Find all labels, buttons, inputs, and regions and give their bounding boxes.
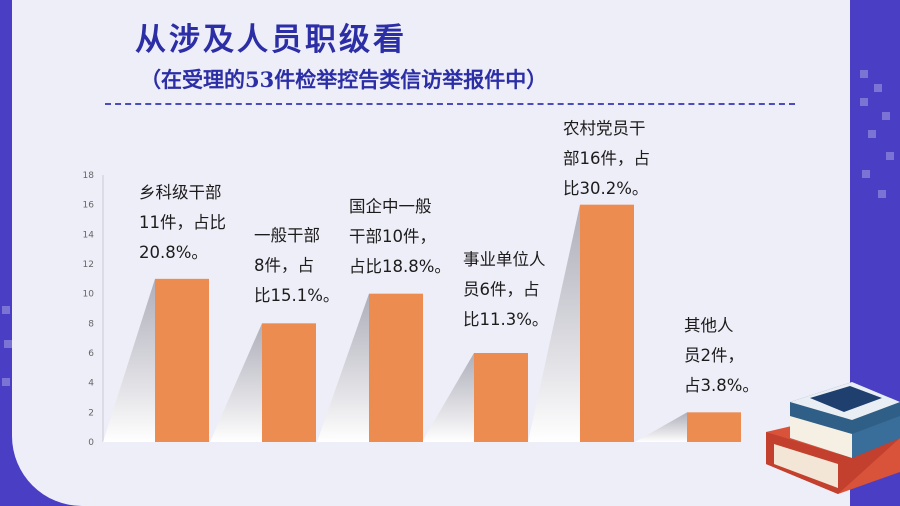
data-label-line: 员6件，占 [463, 280, 540, 299]
data-label: 国企中一般干部10件， 占比18.8%。 [349, 192, 451, 282]
y-tick-label: 2 [88, 408, 94, 418]
data-label: 农村党员干部16件，占 比30.2%。 [563, 114, 650, 204]
data-label-line: 乡科级干部 [139, 183, 222, 202]
data-label-line: 占比18.8%。 [349, 257, 451, 276]
bar-乡科级干部 [155, 278, 209, 442]
y-tick-label: 8 [88, 319, 94, 329]
y-tick-label: 16 [83, 201, 95, 211]
bar-shadow [317, 293, 369, 442]
data-label: 乡科级干部 11件，占比 20.8%。 [139, 178, 226, 268]
slide-subtitle: （在受理的53件检举控告类信访举报件中） [140, 67, 548, 92]
y-tick-label: 0 [88, 438, 94, 448]
bar-shadow [210, 323, 262, 442]
data-label-line: 干部10件， [349, 227, 436, 246]
bar-农村党员干部 [580, 204, 634, 442]
bar-其他人员 [687, 412, 741, 442]
data-label-line: 部16件，占 [563, 149, 650, 168]
data-label-line: 其他人 [684, 316, 734, 335]
data-label-line: 比11.3%。 [463, 310, 549, 329]
data-label-line: 农村党员干 [563, 119, 646, 138]
books-icon [766, 382, 900, 494]
bar-shadow [528, 204, 580, 442]
bar-shadow [635, 412, 687, 442]
data-label-line: 员2件， [684, 346, 744, 365]
data-label-line: 占3.8%。 [684, 376, 759, 395]
bar-事业单位人员 [474, 353, 528, 442]
y-tick-label: 6 [88, 349, 94, 359]
pixel-decoration-left [0, 300, 14, 420]
dashed-divider [105, 103, 795, 105]
pixel-decoration-right [852, 60, 900, 260]
data-label: 事业单位人员6件，占比11.3%。 [463, 245, 548, 335]
y-tick-label: 18 [83, 171, 95, 181]
y-tick-label: 10 [83, 290, 95, 300]
data-label-line: 11件，占比 [139, 213, 226, 232]
y-tick-label: 12 [83, 260, 94, 270]
data-label-line: 一般干部 [254, 226, 320, 245]
bar-一般干部 [262, 323, 316, 442]
bar-shadow [103, 278, 155, 442]
data-label-line: 8件，占 [254, 256, 314, 275]
bar-shadow [422, 353, 474, 442]
data-label: 其他人员2件， 占3.8%。 [684, 311, 759, 401]
data-label-line: 事业单位人 [463, 250, 546, 269]
data-label-line: 国企中一般 [349, 197, 432, 216]
slide-title: 从涉及人员职级看 [135, 22, 407, 58]
data-label: 一般干部 8件，占比15.1%。 [254, 221, 339, 311]
data-label-line: 20.8%。 [139, 243, 208, 262]
y-tick-label: 14 [83, 230, 95, 240]
bar-国企中一般干部 [369, 293, 423, 442]
data-label-line: 比30.2%。 [563, 179, 649, 198]
data-label-line: 比15.1%。 [254, 286, 340, 305]
y-tick-label: 4 [88, 379, 94, 389]
